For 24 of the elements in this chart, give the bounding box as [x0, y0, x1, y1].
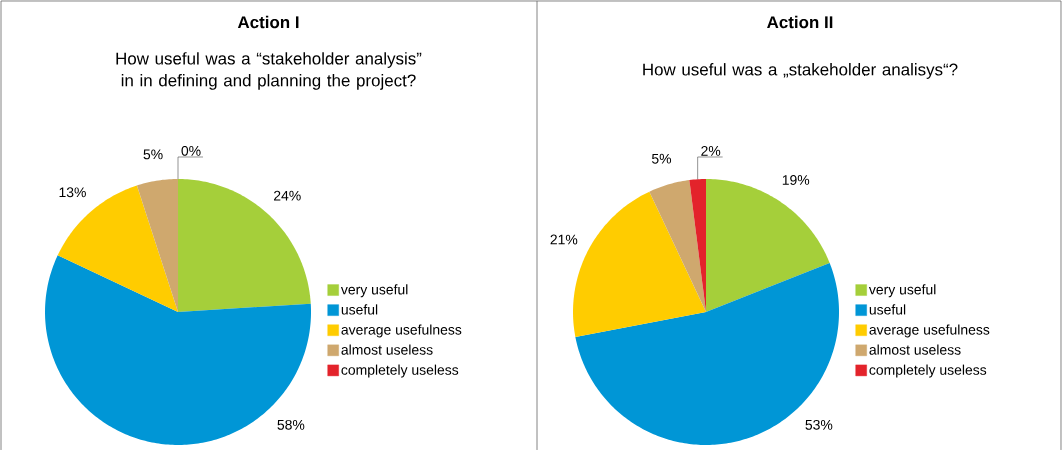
data-label: 13%	[59, 187, 86, 198]
legend-label: very useful	[868, 284, 936, 298]
legend-label: very useful	[340, 284, 408, 298]
data-label: 24%	[274, 190, 301, 201]
data-label: 53%	[805, 419, 833, 430]
legend-label: almost useless	[341, 344, 433, 355]
chart-title: Action II	[767, 15, 833, 29]
data-label: 5%	[143, 149, 163, 160]
chart-subtitle: How useful was a „stakeholder analisys“?	[643, 63, 958, 79]
legend-label: completely useless	[869, 364, 987, 378]
chart-subtitle: How useful was a “stakeholder analysis” in in defining and planning the project?	[116, 52, 422, 90]
legend-label: useful	[869, 304, 906, 315]
data-label: 58%	[277, 419, 305, 430]
data-label: 19%	[782, 175, 810, 185]
legend-label: average usefulness	[869, 324, 990, 338]
chart-title: Action I	[237, 15, 299, 29]
data-label: 21%	[550, 234, 578, 245]
legend-label: almost useless	[869, 344, 961, 355]
data-label: 2%	[701, 145, 721, 156]
data-label: 5%	[651, 153, 672, 164]
text: 0%	[181, 145, 201, 156]
legend-label: completely useless	[341, 364, 459, 378]
legend-label: useful	[341, 304, 378, 315]
legend-label: average usefulness	[341, 324, 462, 338]
